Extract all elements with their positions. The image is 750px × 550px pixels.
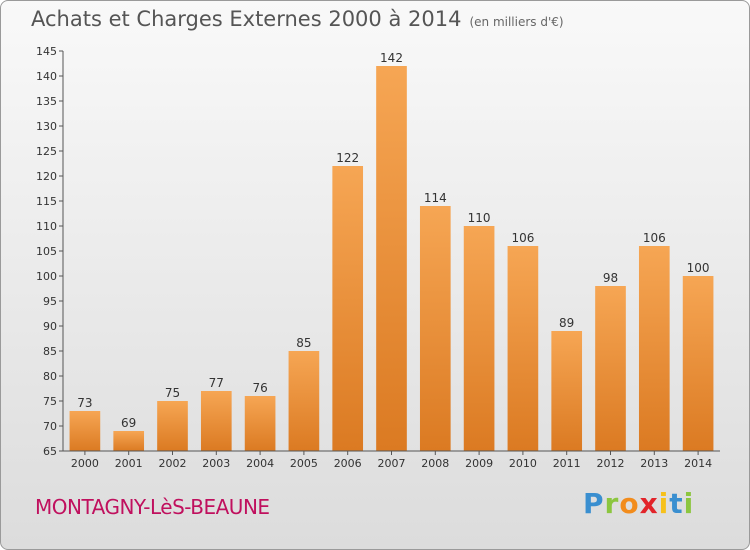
x-tick-label: 2005 <box>290 457 318 470</box>
y-tick-label: 85 <box>43 345 57 358</box>
y-tick-label: 120 <box>36 170 57 183</box>
x-tick-label: 2011 <box>553 457 581 470</box>
x-tick-label: 2003 <box>202 457 230 470</box>
y-tick-label: 75 <box>43 395 57 408</box>
x-tick-label: 2010 <box>509 457 537 470</box>
bar <box>157 401 188 451</box>
bar-value-label: 73 <box>77 396 92 410</box>
x-tick-label: 2012 <box>597 457 625 470</box>
bar-value-label: 110 <box>468 211 491 225</box>
proxiti-logo: Proxiti <box>583 487 695 520</box>
x-tick-label: 2009 <box>465 457 493 470</box>
bar-value-label: 76 <box>252 381 267 395</box>
x-tick-label: 2013 <box>640 457 668 470</box>
bar <box>113 431 145 451</box>
x-tick-label: 2007 <box>378 457 406 470</box>
y-tick-label: 110 <box>36 220 57 233</box>
chart-subtitle: (en milliers d'€) <box>469 15 564 29</box>
x-tick-label: 2008 <box>421 457 449 470</box>
bar <box>419 206 451 451</box>
bar-value-label: 100 <box>687 261 710 275</box>
bar-value-label: 89 <box>559 316 574 330</box>
x-tick-label: 2002 <box>159 457 187 470</box>
bar <box>288 351 320 451</box>
bar <box>376 66 407 451</box>
bar-value-label: 98 <box>603 271 618 285</box>
bar <box>244 396 276 451</box>
bar <box>638 246 670 451</box>
y-tick-label: 105 <box>36 245 57 258</box>
y-tick-label: 95 <box>43 295 57 308</box>
y-tick-label: 70 <box>43 420 57 433</box>
bar-value-label: 114 <box>424 191 447 205</box>
x-tick-label: 2006 <box>334 457 362 470</box>
bar <box>463 226 495 451</box>
x-tick-label: 2001 <box>115 457 143 470</box>
bar-value-label: 106 <box>643 231 666 245</box>
y-tick-label: 130 <box>36 120 57 133</box>
chart-title: Achats et Charges Externes 2000 à 2014 (e… <box>31 7 564 31</box>
y-tick-label: 135 <box>36 95 57 108</box>
bar <box>682 276 714 451</box>
bar <box>551 331 583 451</box>
bar-value-label: 142 <box>380 51 403 65</box>
y-tick-label: 80 <box>43 370 57 383</box>
bar-value-label: 77 <box>209 376 224 390</box>
x-tick-label: 2004 <box>246 457 274 470</box>
y-tick-label: 100 <box>36 270 57 283</box>
x-tick-label: 2014 <box>684 457 712 470</box>
y-tick-label: 90 <box>43 320 57 333</box>
bar <box>69 411 101 451</box>
y-tick-label: 65 <box>43 445 57 458</box>
y-tick-label: 140 <box>36 70 57 83</box>
bar <box>507 246 539 451</box>
x-tick-label: 2000 <box>71 457 99 470</box>
bar <box>332 166 364 451</box>
bar <box>200 391 232 451</box>
bar-value-label: 69 <box>121 416 136 430</box>
commune-name: MONTAGNY-LèS-BEAUNE <box>35 495 270 519</box>
bar-value-label: 106 <box>511 231 534 245</box>
bar-value-label: 85 <box>296 336 311 350</box>
title-text: Achats et Charges Externes 2000 à 2014 <box>31 7 462 31</box>
y-tick-label: 115 <box>36 195 57 208</box>
bar <box>595 286 626 451</box>
bar-value-label: 122 <box>336 151 359 165</box>
y-tick-label: 125 <box>36 145 57 158</box>
bar-value-label: 75 <box>165 386 180 400</box>
y-tick-label: 145 <box>36 45 57 58</box>
